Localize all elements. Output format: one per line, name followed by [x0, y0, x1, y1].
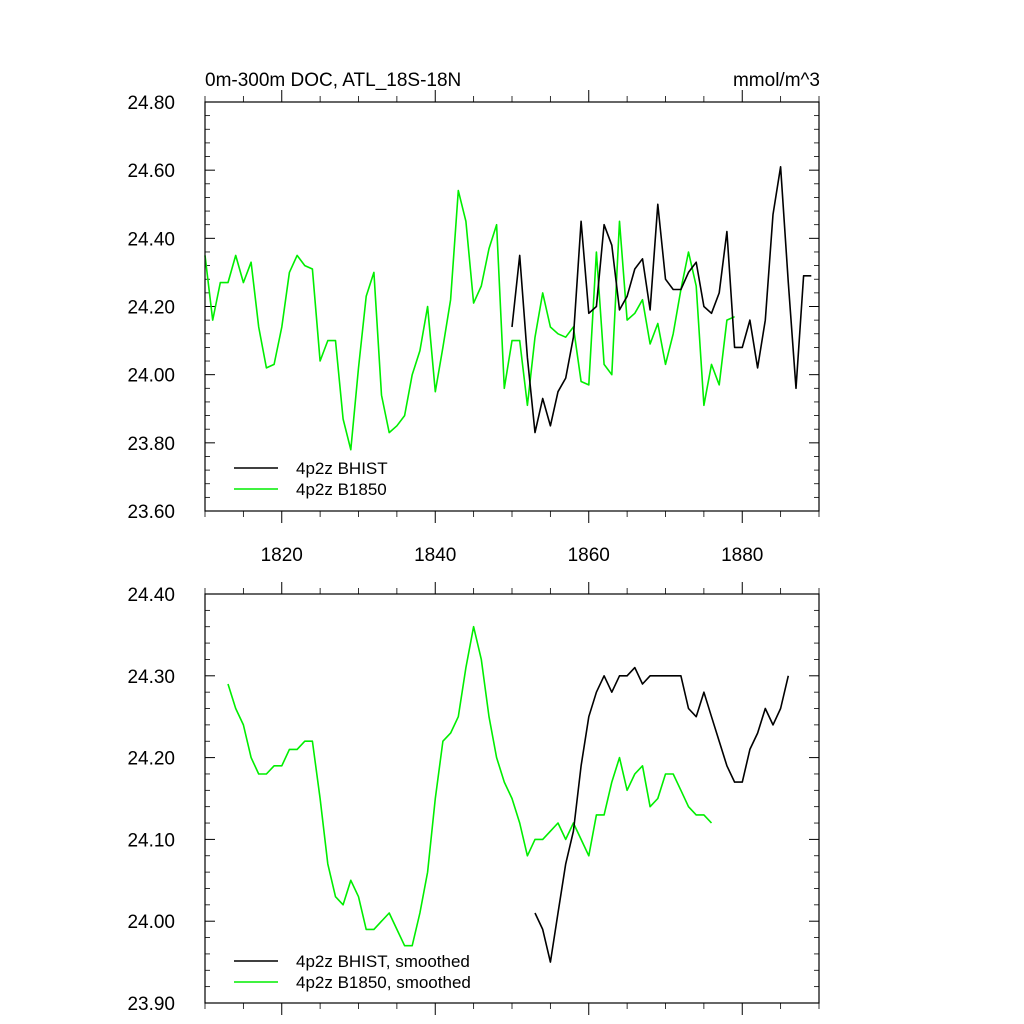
top-chart-units: mmol/m^3: [733, 70, 820, 91]
bottom-legend: 4p2z BHIST, smoothed 4p2z B1850, smoothe…: [234, 952, 471, 992]
x-tick-label: 1820: [261, 545, 303, 566]
bottom-ticks: [204, 582, 820, 1015]
y-tick-label: 23.80: [127, 434, 175, 455]
series-line-4p2z-b1850-smoothed: [227, 625, 713, 947]
y-tick-label: 24.00: [127, 366, 175, 387]
bottom-legend-label-bhist: 4p2z BHIST, smoothed: [296, 952, 470, 971]
top-x-tick-labels: 1820 1840 1860 1880: [261, 545, 764, 566]
bottom-legend-label-b1850: 4p2z B1850, smoothed: [296, 973, 471, 992]
x-tick-label: 1880: [721, 545, 763, 566]
y-tick-label: 24.40: [127, 229, 175, 250]
y-tick-label: 24.30: [127, 667, 175, 688]
top-plot-frame: [204, 101, 820, 512]
top-chart-title: 0m-300m DOC, ATL_18S-18N: [205, 70, 461, 91]
y-tick-label: 24.10: [127, 830, 175, 851]
y-tick-label: 24.20: [127, 298, 175, 319]
top-legend-label-b1850: 4p2z B1850: [296, 480, 387, 499]
bottom-plot-frame: [204, 593, 820, 1004]
bottom-series-lines: [227, 625, 790, 963]
bottom-panel: 23.90 24.00 24.10 24.20 24.30 24.40 4p2z BHIS…: [127, 582, 820, 1015]
y-tick-label: 23.90: [127, 994, 175, 1015]
bottom-y-tick-labels: 23.90 24.00 24.10 24.20 24.30 24.40: [127, 585, 175, 1015]
top-panel: 0m-300m DOC, ATL_18S-18N mmol/m^3 23.602…: [127, 70, 820, 566]
series-line-4p2z-b1850: [204, 189, 735, 451]
x-tick-label: 1840: [414, 545, 456, 566]
y-tick-label: 24.40: [127, 585, 175, 606]
top-legend: 4p2z BHIST 4p2z B1850: [234, 459, 388, 499]
top-legend-label-bhist: 4p2z BHIST: [296, 459, 388, 478]
y-tick-label: 24.20: [127, 749, 175, 770]
y-tick-label: 23.60: [127, 502, 175, 523]
series-line-4p2z-bhist-smoothed: [534, 666, 790, 963]
y-tick-label: 24.00: [127, 912, 175, 933]
top-y-tick-labels: 23.60 23.80 24.00 24.20 24.40 24.60 24.80: [127, 93, 175, 523]
top-series-lines: [204, 166, 812, 451]
x-tick-label: 1860: [568, 545, 610, 566]
series-line-4p2z-bhist: [511, 166, 812, 434]
y-tick-label: 24.60: [127, 161, 175, 182]
y-tick-label: 24.80: [127, 93, 175, 114]
